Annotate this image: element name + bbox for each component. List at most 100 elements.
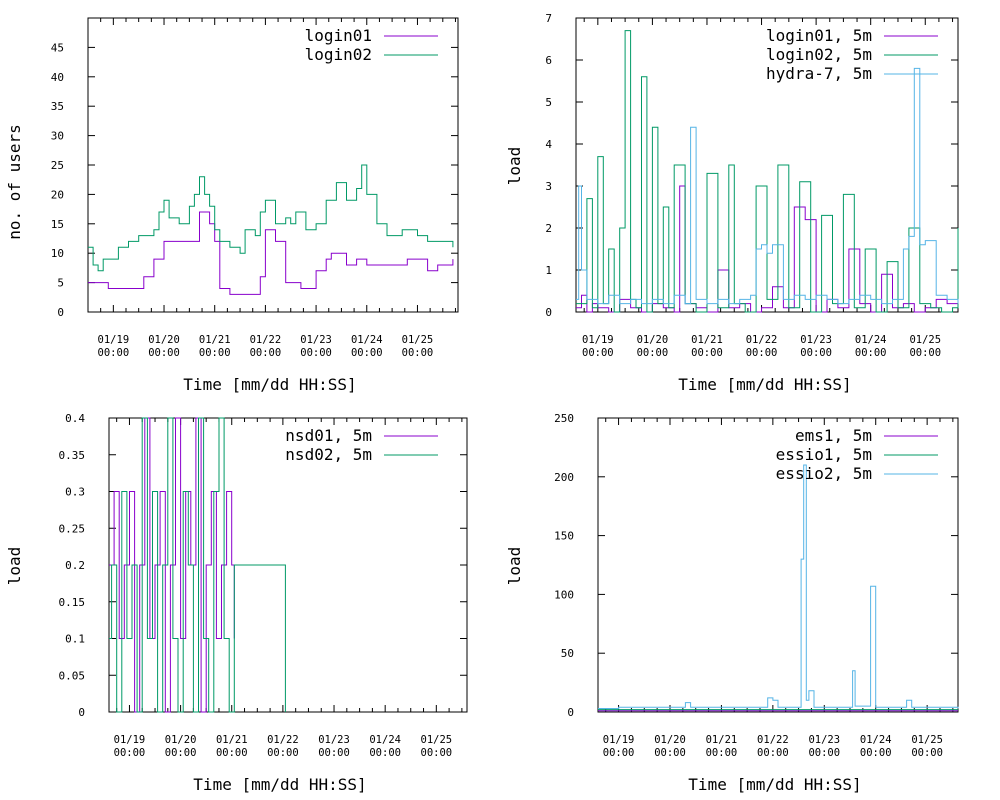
- x-tick-label-date: 01/23: [300, 334, 332, 346]
- legend-label: login01, 5m: [766, 26, 872, 45]
- series-line: [109, 417, 235, 713]
- y-tick-label: 6: [545, 54, 552, 67]
- legend-label: essio2, 5m: [776, 464, 872, 483]
- x-tick-label-time: 00:00: [808, 747, 840, 759]
- y-tick-label: 7: [545, 12, 552, 25]
- x-tick-label-time: 00:00: [148, 347, 180, 359]
- series-lines: [598, 464, 959, 712]
- y-tick-label: 2: [545, 222, 552, 235]
- x-tick-label-time: 00:00: [98, 347, 130, 359]
- series-line: [88, 164, 454, 272]
- x-tick-label-date: 01/23: [808, 734, 840, 746]
- x-tick-label-time: 00:00: [637, 347, 669, 359]
- chart-panel-login-load: 0123456701/1900:0001/2000:0001/2100:0001…: [505, 12, 959, 394]
- legend-label: essio1, 5m: [776, 445, 872, 464]
- x-tick-label-date: 01/24: [855, 334, 887, 346]
- chart-panel-ess-load: 05010015020025001/1900:0001/2000:0001/21…: [505, 412, 959, 794]
- legend-label: nsd02, 5m: [285, 445, 372, 464]
- x-tick-label-time: 00:00: [318, 747, 350, 759]
- y-axis-title: load: [505, 547, 524, 586]
- y-tick-label: 5: [57, 277, 64, 290]
- y-tick-label: 0.15: [59, 596, 86, 609]
- series-lines: [576, 30, 959, 313]
- x-tick-label-time: 00:00: [165, 747, 197, 759]
- y-tick-label: 25: [51, 159, 64, 172]
- series-line: [109, 417, 286, 713]
- y-tick-label: 1: [545, 264, 552, 277]
- series-line: [576, 30, 959, 313]
- x-tick-label-date: 01/19: [582, 334, 614, 346]
- y-tick-label: 0.05: [59, 669, 86, 682]
- y-tick-label: 0.2: [65, 559, 85, 572]
- y-axis-title: no. of users: [5, 124, 24, 240]
- x-tick-label-date: 01/19: [603, 734, 635, 746]
- y-tick-label: 50: [561, 647, 574, 660]
- y-tick-label: 4: [545, 138, 552, 151]
- y-tick-label: 30: [51, 130, 64, 143]
- legend-label: login02, 5m: [766, 45, 872, 64]
- x-tick-label-time: 00:00: [216, 747, 248, 759]
- y-tick-label: 10: [51, 247, 64, 260]
- x-tick-label-time: 00:00: [267, 747, 299, 759]
- x-tick-label-date: 01/22: [757, 734, 789, 746]
- x-tick-label-time: 00:00: [691, 347, 723, 359]
- series-lines: [109, 417, 286, 713]
- y-tick-label: 250: [554, 412, 574, 425]
- x-tick-label-date: 01/19: [98, 334, 130, 346]
- x-tick-label-date: 01/25: [421, 734, 453, 746]
- legend-label: ems1, 5m: [795, 426, 872, 445]
- y-tick-label: 100: [554, 588, 574, 601]
- y-tick-label: 0.4: [65, 412, 85, 425]
- x-tick-label-date: 01/19: [114, 734, 146, 746]
- x-tick-label-time: 00:00: [909, 347, 941, 359]
- x-tick-label-time: 00:00: [114, 747, 146, 759]
- series-line: [576, 67, 959, 305]
- x-tick-label-time: 00:00: [369, 747, 401, 759]
- x-axis-title: Time [mm/dd HH:SS]: [688, 775, 861, 794]
- y-tick-label: 5: [545, 96, 552, 109]
- y-tick-label: 0.35: [59, 449, 86, 462]
- plot-frame: [575, 17, 959, 313]
- x-tick-label-date: 01/24: [860, 734, 892, 746]
- x-tick-label-date: 01/21: [691, 334, 723, 346]
- series-line: [598, 464, 959, 709]
- legend-label: login01: [305, 26, 372, 45]
- x-tick-label-date: 01/20: [148, 334, 180, 346]
- plot-frame: [87, 17, 459, 313]
- y-axis-title: load: [5, 547, 24, 586]
- x-axis-title: Time [mm/dd HH:SS]: [193, 775, 366, 794]
- x-tick-label-time: 00:00: [402, 347, 434, 359]
- x-tick-label-date: 01/23: [318, 734, 350, 746]
- x-tick-label-date: 01/25: [402, 334, 434, 346]
- x-tick-label-date: 01/25: [911, 734, 943, 746]
- x-tick-label-date: 01/21: [216, 734, 248, 746]
- x-tick-label-date: 01/22: [267, 734, 299, 746]
- x-tick-label-time: 00:00: [654, 747, 686, 759]
- y-tick-label: 0.1: [65, 633, 85, 646]
- y-tick-label: 20: [51, 188, 64, 201]
- chart-panel-nsd-load: 00.050.10.150.20.250.30.350.401/1900:000…: [5, 412, 468, 794]
- x-tick-label-date: 01/22: [746, 334, 778, 346]
- x-axis-title: Time [mm/dd HH:SS]: [678, 375, 851, 394]
- x-tick-label-time: 00:00: [300, 347, 332, 359]
- x-tick-label-time: 00:00: [800, 347, 832, 359]
- y-tick-label: 0: [57, 306, 64, 319]
- x-tick-label-time: 00:00: [351, 347, 383, 359]
- y-tick-label: 0: [567, 706, 574, 719]
- x-tick-label-date: 01/25: [909, 334, 941, 346]
- axis-ticks: 05101520253035404501/1900:0001/2000:0001…: [51, 18, 458, 359]
- x-tick-label-date: 01/20: [654, 734, 686, 746]
- y-tick-label: 200: [554, 471, 574, 484]
- x-tick-label-time: 00:00: [250, 347, 282, 359]
- x-tick-label-date: 01/22: [250, 334, 282, 346]
- x-tick-label-time: 00:00: [421, 747, 453, 759]
- legend-label: hydra-7, 5m: [766, 64, 872, 83]
- axis-ticks: 00.050.10.150.20.250.30.350.401/1900:000…: [59, 412, 467, 759]
- x-tick-label-time: 00:00: [860, 747, 892, 759]
- legend-label: login02: [305, 45, 372, 64]
- series-lines: [88, 164, 454, 295]
